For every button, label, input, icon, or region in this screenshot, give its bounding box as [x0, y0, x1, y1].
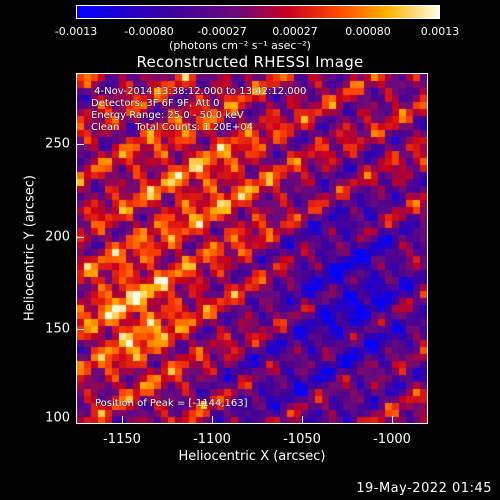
y-tick-mark	[77, 237, 84, 238]
colorbar-tick-label: -0.0013	[54, 25, 98, 38]
plot-title: Reconstructed RHESSI Image	[136, 53, 364, 71]
annotation-detectors: Detectors: 3F 6F 9F, Att 0	[91, 98, 220, 109]
y-axis-label: Heliocentric Y (arcsec)	[22, 175, 38, 321]
heatmap-image	[77, 74, 427, 423]
y-tick-label: 250	[45, 136, 70, 152]
colorbar-tick-label: 0.00027	[272, 25, 318, 38]
y-tick-label: 150	[45, 321, 70, 337]
y-tick-label: 200	[45, 229, 70, 245]
x-tick-mark	[212, 416, 213, 423]
colorbar-tick-label: -0.00080	[124, 25, 174, 38]
colorbar-tick-label: 0.00080	[345, 25, 391, 38]
y-tick-mark	[77, 144, 84, 145]
x-tick-mark	[122, 416, 123, 423]
image-plot: 4-Nov-2014 13:38:12.000 to 13:42:12.000 …	[76, 73, 428, 424]
x-tick-label: -1050	[283, 432, 321, 447]
colorbar-units: (photons cm⁻² s⁻¹ asec⁻²)	[169, 39, 311, 52]
colorbar	[76, 5, 440, 19]
x-tick-label: -1000	[373, 432, 411, 447]
colorbar-tick-label: 0.0013	[420, 25, 460, 38]
annotation-peak-position: Position of Peak = [-1144,163]	[95, 398, 248, 409]
colorbar-gradient	[77, 6, 439, 18]
y-tick-mark	[77, 329, 84, 330]
y-tick-label: 100	[45, 410, 70, 426]
x-tick-mark	[302, 416, 303, 423]
generation-timestamp: 19-May-2022 01:45	[356, 481, 492, 496]
annotation-energy-range: Energy Range: 25.0 - 50.0 keV	[91, 110, 244, 121]
colorbar-tick-label: -0.00027	[197, 25, 247, 38]
x-tick-label: -1150	[103, 432, 141, 447]
x-axis-label: Heliocentric X (arcsec)	[178, 449, 326, 464]
x-tick-label: -1100	[193, 432, 231, 447]
annotation-time-range: 4-Nov-2014 13:38:12.000 to 13:42:12.000	[91, 86, 307, 97]
annotation-clean-counts: Clean Total Counts: 1.20E+04	[91, 122, 253, 133]
x-tick-mark	[392, 416, 393, 423]
